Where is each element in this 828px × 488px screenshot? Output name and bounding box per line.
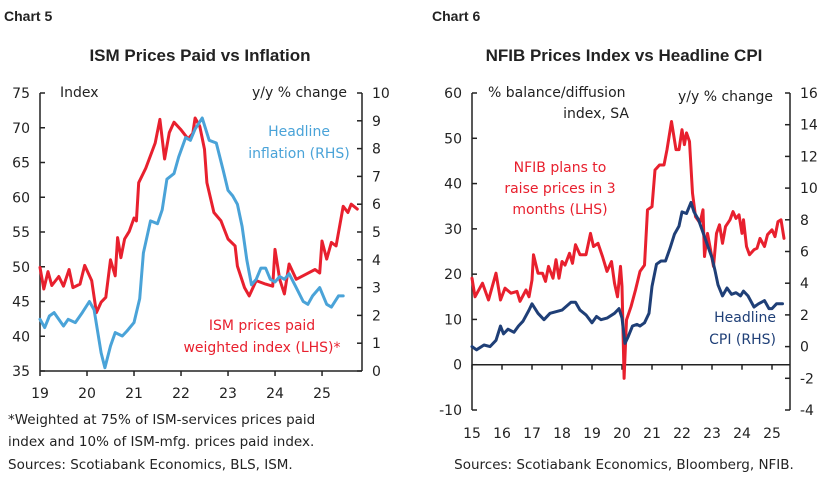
x-tick-label: 20 [78, 386, 96, 402]
x-tick-label: 22 [172, 386, 190, 402]
chart6-left-axis-label-line1: % balance/diffusion [488, 85, 626, 101]
chart6-right-axis-label: y/y % change [678, 89, 773, 105]
chart5-title: ISM Prices Paid vs Inflation [89, 46, 310, 65]
right-tick-label: 12 [800, 149, 818, 165]
left-tick-label: 45 [12, 295, 30, 311]
series-line-headline-cpi-rhs [470, 200, 784, 352]
left-tick-label: 60 [444, 86, 462, 102]
right-tick-label: 10 [800, 181, 818, 197]
right-tick-label: 14 [800, 118, 818, 134]
left-tick-label: 70 [12, 121, 30, 137]
chart6-nfib-legend-line3: months (LHS) [512, 202, 607, 218]
left-tick-label: 20 [444, 267, 462, 283]
x-tick-label: 22 [673, 426, 691, 442]
right-tick-label: 4 [800, 276, 809, 292]
chart5-footnote-1: *Weighted at 75% of ISM-services prices … [8, 412, 315, 428]
x-tick-label: 23 [219, 386, 237, 402]
left-tick-label: 10 [444, 312, 462, 328]
x-tick-label: 24 [733, 426, 751, 442]
right-tick-label: 16 [800, 86, 818, 102]
left-tick-label: 30 [444, 222, 462, 238]
right-tick-label: 4 [372, 253, 381, 269]
left-tick-label: 40 [444, 177, 462, 193]
chart6-cpi-legend-line2: CPI (RHS) [709, 332, 776, 348]
left-tick-label: -10 [439, 403, 462, 419]
right-tick-label: 7 [372, 169, 381, 185]
right-tick-label: 3 [372, 281, 381, 297]
chart6-nfib-legend-line2: raise prices in 3 [504, 181, 615, 197]
chart6-title: NFIB Prices Index vs Headline CPI [486, 46, 763, 65]
chart5-header: Chart 5 [4, 8, 52, 24]
right-tick-label: 10 [372, 86, 390, 102]
x-tick-label: 21 [643, 426, 661, 442]
chart6-cpi-legend-line1: Headline [714, 310, 776, 326]
right-tick-label: 5 [372, 225, 381, 241]
x-tick-label: 16 [493, 426, 511, 442]
right-tick-label: 2 [800, 308, 809, 324]
x-tick-label: 15 [463, 426, 481, 442]
left-tick-label: 0 [453, 358, 462, 374]
right-tick-label: 8 [800, 213, 809, 229]
x-tick-label: 25 [313, 386, 331, 402]
left-tick-label: 55 [12, 225, 30, 241]
left-tick-label: 65 [12, 156, 30, 172]
chart6-header: Chart 6 [432, 8, 480, 24]
chart6-footnote: Sources: Scotiabank Economics, Bloomberg… [454, 457, 794, 473]
series-line-headline-inflation-rhs [38, 116, 345, 370]
right-tick-label: -4 [800, 403, 814, 419]
right-tick-label: 8 [372, 142, 381, 158]
x-tick-label: 18 [553, 426, 571, 442]
left-tick-label: 60 [12, 190, 30, 206]
right-tick-label: 0 [800, 340, 809, 356]
x-tick-label: 20 [613, 426, 631, 442]
x-tick-label: 19 [31, 386, 49, 402]
chart5-ism-legend-line1: ISM prices paid [209, 318, 315, 334]
left-tick-label: 40 [12, 329, 30, 345]
x-tick-label: 21 [125, 386, 143, 402]
left-tick-label: 35 [12, 364, 30, 380]
x-tick-label: 24 [266, 386, 284, 402]
right-tick-label: -2 [800, 371, 814, 387]
left-tick-label: 50 [444, 131, 462, 147]
x-tick-label: 23 [703, 426, 721, 442]
left-tick-label: 75 [12, 86, 30, 102]
chart5-ism-legend-line2: weighted index (LHS)* [183, 340, 340, 356]
chart6-nfib-legend-line1: NFIB plans to [514, 160, 607, 176]
right-tick-label: 0 [372, 364, 381, 380]
chart5-footnote-2: index and 10% of ISM-mfg. prices paid in… [8, 434, 314, 450]
chart6-left-axis-label-line2: index, SA [563, 106, 629, 122]
chart5-right-axis-label: y/y % change [252, 85, 347, 101]
x-tick-label: 25 [763, 426, 781, 442]
chart5-footnote-3: Sources: Scotiabank Economics, BLS, ISM. [8, 457, 293, 473]
x-tick-label: 19 [583, 426, 601, 442]
right-tick-label: 1 [372, 336, 381, 352]
right-tick-label: 6 [800, 245, 809, 261]
chart5-inflation-legend-line1: Headline [268, 124, 330, 140]
series-line-ism-prices-paid-weighted-index-lhs [38, 116, 359, 315]
left-tick-label: 50 [12, 260, 30, 276]
right-tick-label: 9 [372, 114, 381, 130]
right-tick-label: 2 [372, 308, 381, 324]
right-tick-label: 6 [372, 197, 381, 213]
chart5-inflation-legend-line2: inflation (RHS) [248, 146, 350, 162]
chart5-left-axis-label: Index [60, 85, 99, 101]
series-line-nfib-plans-to-raise-prices-in-3-months-lhs [470, 120, 786, 380]
x-tick-label: 17 [523, 426, 541, 442]
